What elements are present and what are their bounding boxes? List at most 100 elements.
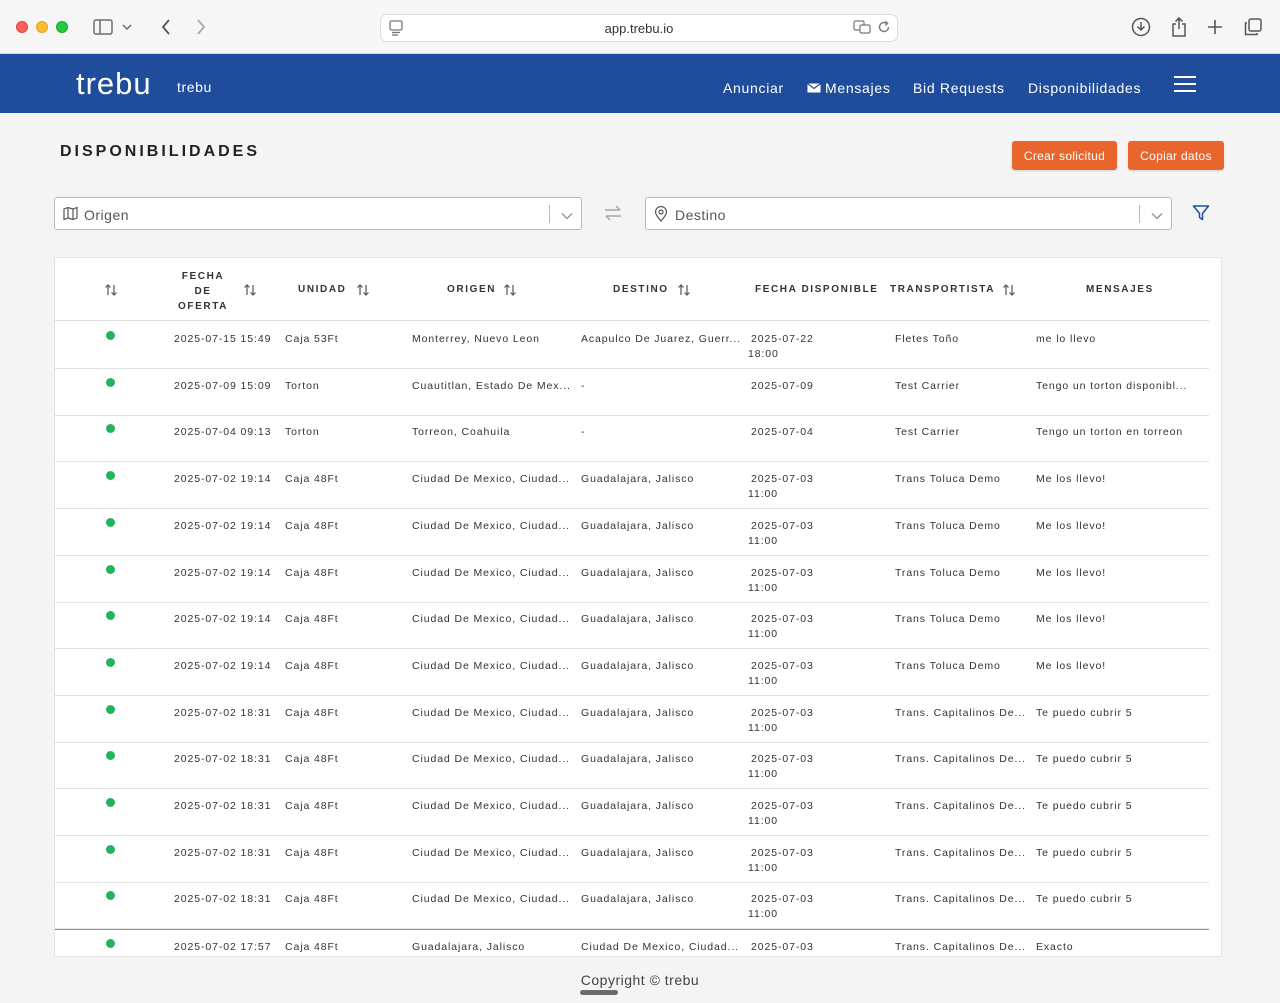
table-row[interactable]: 2025-07-02 19:14 Caja 48Ft Ciudad De Mexic…	[55, 602, 1209, 649]
cell-fecha-disponible-date: 2025-07-03	[751, 613, 814, 625]
origin-select[interactable]: Origen	[54, 197, 582, 230]
cell-transportista: Test Carrier	[895, 426, 961, 438]
cell-fecha-disponible: 2025-07-03 11:00	[748, 472, 848, 502]
table-row[interactable]: 2025-07-02 19:14 Caja 48Ft Ciudad De Mexic…	[55, 509, 1209, 556]
table-row[interactable]: 2025-07-02 18:31 Caja 48Ft Ciudad De Mexic…	[55, 696, 1209, 743]
status-dot	[106, 891, 115, 900]
logo[interactable]: trebu	[76, 66, 152, 101]
table-row[interactable]: 2025-07-02 17:57 Caja 48Ft Guadalajara, Ja…	[55, 929, 1209, 956]
destination-placeholder: Destino	[675, 207, 726, 223]
address-bar[interactable]: app.trebu.io	[380, 14, 898, 42]
cell-fecha-disponible-time: 11:00	[748, 722, 778, 734]
cell-fecha-disponible-time: 11:00	[748, 535, 778, 547]
create-request-button[interactable]: Crear solicitud	[1012, 141, 1117, 170]
cell-origen: Ciudad De Mexico, Ciudad...	[412, 800, 570, 812]
destination-select[interactable]: Destino	[645, 197, 1172, 230]
cell-transportista: Trans. Capitalinos De...	[895, 893, 1026, 905]
table-row[interactable]: 2025-07-02 19:14 Caja 48Ft Ciudad De Mexic…	[55, 556, 1209, 603]
cell-transportista: Trans. Capitalinos De...	[895, 847, 1026, 859]
cell-unidad: Caja 48Ft	[285, 520, 339, 532]
close-window-button[interactable]	[16, 21, 28, 33]
sort-icon[interactable]	[243, 283, 257, 302]
table-row[interactable]: 2025-07-02 18:31 Caja 48Ft Ciudad De Mexic…	[55, 882, 1209, 929]
share-icon[interactable]	[1166, 14, 1192, 40]
divider	[1139, 205, 1140, 223]
cell-destino: Ciudad De Mexico, Ciudad...	[581, 941, 739, 953]
nav-anunciar[interactable]: Anunciar	[723, 80, 784, 96]
copy-data-button[interactable]: Copiar datos	[1128, 141, 1224, 170]
cell-fecha-oferta: 2025-07-02 18:31	[174, 893, 272, 905]
swap-icon[interactable]	[603, 204, 623, 227]
table-row[interactable]: 2025-07-02 18:31 Caja 48Ft Ciudad De Mexic…	[55, 789, 1209, 836]
column-transportista[interactable]: TRANSPORTISTA	[890, 284, 996, 295]
nav-bid-requests[interactable]: Bid Requests	[913, 80, 1005, 96]
download-icon[interactable]	[1128, 14, 1154, 40]
filter-icon[interactable]	[1192, 204, 1210, 227]
cell-destino: Guadalajara, Jalisco	[581, 567, 695, 579]
cell-fecha-oferta: 2025-07-02 18:31	[174, 800, 272, 812]
tab-overview-icon[interactable]	[1240, 14, 1266, 40]
cell-fecha-disponible-date: 2025-07-03	[751, 567, 814, 579]
back-icon[interactable]	[153, 14, 179, 40]
cell-fecha-disponible: 2025-07-03 11:00	[748, 612, 848, 642]
sort-icon[interactable]	[1002, 283, 1016, 302]
column-origen[interactable]: ORIGEN	[447, 284, 497, 295]
cell-destino: -	[581, 380, 586, 392]
cell-transportista: Trans Toluca Demo	[895, 520, 1001, 532]
column-unidad[interactable]: UNIDAD	[298, 284, 347, 295]
column-destino[interactable]: DESTINO	[613, 284, 669, 295]
cell-fecha-disponible-time: 11:00	[748, 862, 778, 874]
column-fecha-disponible[interactable]: FECHA DISPONIBLE	[755, 284, 879, 295]
cell-mensaje: Te puedo cubrir 5	[1036, 893, 1133, 905]
cell-transportista: Trans Toluca Demo	[895, 613, 1001, 625]
table-row[interactable]: 2025-07-02 19:14 Caja 48Ft Ciudad De Mexic…	[55, 462, 1209, 509]
sidebar-toggle-icon[interactable]	[90, 14, 116, 40]
app-header: trebu trebu Anunciar Mensajes Bid Reques…	[0, 54, 1280, 113]
sort-icon[interactable]	[356, 283, 370, 302]
sort-icon[interactable]	[104, 283, 118, 302]
chevron-down-icon[interactable]	[561, 207, 573, 225]
table-row[interactable]: 2025-07-02 18:31 Caja 48Ft Ciudad De Mexic…	[55, 742, 1209, 789]
cell-transportista: Trans Toluca Demo	[895, 567, 1001, 579]
forward-icon[interactable]	[188, 14, 214, 40]
reload-icon[interactable]	[877, 20, 891, 39]
cell-fecha-disponible-date: 2025-07-03	[751, 941, 814, 953]
chevron-down-icon[interactable]	[119, 14, 135, 40]
table-row[interactable]: 2025-07-09 15:09 Torton Cuautitlan, Estado…	[55, 369, 1209, 416]
column-fecha-line-1: FECHA	[181, 271, 225, 282]
cell-fecha-oferta: 2025-07-02 19:14	[174, 567, 272, 579]
status-dot	[106, 378, 115, 387]
cell-transportista: Trans. Capitalinos De...	[895, 941, 1026, 953]
chevron-down-icon[interactable]	[1151, 207, 1163, 225]
scroll-indicator[interactable]	[580, 990, 618, 995]
menu-icon[interactable]	[1174, 76, 1196, 92]
minimize-window-button[interactable]	[36, 21, 48, 33]
cell-mensaje: Te puedo cubrir 5	[1036, 707, 1133, 719]
status-dot	[106, 565, 115, 574]
nav-mensajes[interactable]: Mensajes	[807, 80, 891, 96]
cell-unidad: Caja 48Ft	[285, 660, 339, 672]
table-row[interactable]: 2025-07-15 15:49 Caja 53Ft Monterrey, Nuev…	[55, 322, 1209, 369]
table-row[interactable]: 2025-07-04 09:13 Torton Torreon, Coahuila -…	[55, 415, 1209, 462]
zoom-window-button[interactable]	[56, 21, 68, 33]
cell-origen: Ciudad De Mexico, Ciudad...	[412, 473, 570, 485]
nav-disponibilidades[interactable]: Disponibilidades	[1028, 80, 1142, 96]
new-tab-icon[interactable]	[1202, 14, 1228, 40]
table-row[interactable]: 2025-07-02 18:31 Caja 48Ft Ciudad De Mexic…	[55, 836, 1209, 883]
cell-transportista: Trans Toluca Demo	[895, 660, 1001, 672]
cell-fecha-disponible: 2025-07-03 11:00	[748, 659, 848, 689]
table-row[interactable]: 2025-07-02 19:14 Caja 48Ft Ciudad De Mexic…	[55, 649, 1209, 696]
cell-fecha-oferta: 2025-07-02 19:14	[174, 520, 272, 532]
cell-fecha-disponible-date: 2025-07-09	[751, 380, 814, 392]
translate-icon[interactable]	[853, 20, 871, 39]
cell-transportista: Trans Toluca Demo	[895, 473, 1001, 485]
cell-fecha-disponible: 2025-07-03 11:00	[748, 846, 848, 876]
cell-fecha-disponible-time: 11:00	[748, 675, 778, 687]
sort-icon[interactable]	[503, 283, 517, 302]
cell-destino: Guadalajara, Jalisco	[581, 753, 695, 765]
column-fecha-de-oferta[interactable]: FECHA DE OFERTA	[173, 269, 233, 314]
sort-icon[interactable]	[677, 283, 691, 302]
cell-fecha-disponible-time: 11:00	[748, 488, 778, 500]
cell-fecha-oferta: 2025-07-04 09:13	[174, 426, 272, 438]
status-dot	[106, 611, 115, 620]
